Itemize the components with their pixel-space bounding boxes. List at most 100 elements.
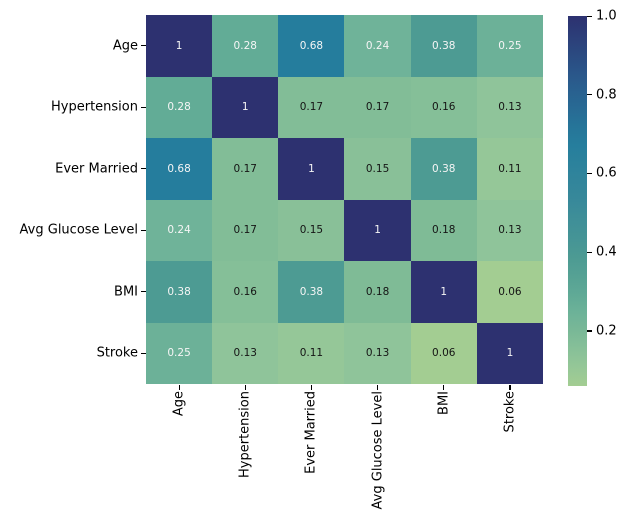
heatmap-cell: 1 (212, 76, 279, 138)
cell-value: 0.16 (233, 285, 257, 298)
heatmap-cell: 0.06 (476, 261, 543, 323)
heatmap-cell: 0.18 (410, 199, 477, 261)
heatmap-cell: 0.17 (278, 76, 345, 138)
cell-value: 0.13 (233, 347, 257, 359)
x-tick-label: Avg Glucose Level (370, 391, 386, 510)
heatmap-cell: 0.11 (476, 138, 543, 200)
heatmap-cell: 0.68 (278, 15, 345, 77)
heatmap-cell: 0.28 (146, 76, 213, 138)
x-tick-label: BMI (436, 391, 452, 415)
heatmap-cell: 0.17 (212, 199, 279, 261)
x-tick-mark (443, 385, 445, 390)
y-tick-label: Avg Glucose Level (19, 222, 138, 238)
colorbar-tick-label: 1.0 (596, 8, 617, 24)
colorbar-tick-mark (587, 251, 592, 253)
heatmap-cell: 0.25 (476, 15, 543, 77)
cell-value: 0.28 (233, 39, 257, 52)
cell-value: 1 (374, 224, 381, 236)
heatmap-cell: 0.13 (476, 199, 543, 261)
cell-value: 1 (506, 347, 514, 359)
cell-value: 0.18 (365, 285, 390, 298)
cell-value: 0.38 (432, 39, 456, 52)
heatmap-cell: 0.38 (410, 15, 477, 77)
cell-value: 0.18 (432, 224, 456, 236)
cell-value: 1 (308, 162, 315, 175)
cell-value: 0.17 (233, 224, 257, 236)
heatmap-cell: 0.24 (344, 15, 411, 77)
heatmap-grid: 1 0.28 0.68 0.24 0.38 0.25 0.28 1 0.17 0.17 0.16 0.… (146, 15, 543, 384)
heatmap-cell: 0.13 (344, 322, 411, 384)
heatmap-cell: 1 (278, 138, 345, 200)
heatmap-cell: 0.11 (278, 322, 345, 384)
cell-value: 0.68 (299, 39, 324, 52)
heatmap-cell: 1 (146, 15, 213, 77)
y-tick-mark (141, 45, 146, 47)
cell-value: 1 (175, 39, 183, 52)
y-tick-mark (141, 106, 146, 108)
heatmap-cell: 0.28 (212, 15, 279, 77)
heatmap-cell: 1 (476, 322, 543, 384)
heatmap-cell: 1 (344, 199, 411, 261)
cell-value: 0.15 (365, 162, 390, 175)
y-tick-mark (141, 229, 146, 231)
y-tick-label: Age (112, 38, 138, 54)
x-tick-mark (310, 385, 313, 390)
colorbar-tick-label: 0.6 (596, 165, 617, 181)
heatmap-cell: 0.38 (146, 261, 213, 323)
colorbar-tick-mark (587, 94, 592, 96)
cell-value: 0.13 (498, 101, 522, 113)
cell-value: 0.17 (365, 101, 390, 113)
heatmap-cell: 0.13 (476, 76, 543, 138)
cell-value: 1 (440, 285, 448, 298)
cell-value: 0.13 (498, 224, 522, 236)
colorbar-tick-label: 0.8 (596, 87, 617, 103)
cell-value: 0.25 (498, 39, 522, 52)
cell-value: 0.16 (432, 101, 456, 113)
y-tick-label: BMI (114, 284, 138, 300)
colorbar-tick-mark (587, 330, 592, 332)
cell-value: 0.68 (167, 162, 191, 175)
x-tick-label: Hypertension (237, 391, 253, 478)
heatmap-cell: 0.16 (212, 261, 279, 323)
heatmap-cell: 0.18 (344, 261, 411, 323)
heatmap-cell: 0.06 (410, 322, 477, 384)
x-tick-mark (509, 385, 511, 390)
y-tick-mark (141, 352, 146, 354)
x-tick-label: Age (171, 391, 187, 417)
heatmap-cell: 0.24 (146, 199, 213, 261)
cell-value: 0.38 (432, 162, 456, 175)
y-tick-label: Stroke (96, 345, 138, 361)
cell-value: 0.17 (233, 162, 257, 175)
colorbar-tick-mark (587, 15, 592, 17)
cell-value: 0.06 (498, 285, 522, 298)
cell-value: 0.38 (167, 285, 191, 298)
colorbar-gradient (568, 16, 587, 386)
x-tick-mark (377, 385, 379, 390)
y-tick-label: Ever Married (55, 161, 138, 177)
heatmap-cell: 0.15 (278, 199, 345, 261)
y-tick-mark (141, 291, 146, 293)
heatmap-cell: 0.68 (146, 138, 213, 200)
cell-value: 0.24 (167, 224, 191, 236)
x-tick-label: Stroke (502, 391, 518, 433)
colorbar-tick-mark (587, 172, 592, 175)
x-tick-mark (244, 385, 246, 390)
x-tick-mark (178, 385, 180, 390)
cell-value: 0.17 (299, 101, 324, 113)
cell-value: 0.13 (365, 347, 390, 359)
heatmap-cell: 1 (410, 261, 477, 323)
cell-value: 0.24 (365, 39, 390, 52)
heatmap-cell: 0.16 (410, 76, 477, 138)
heatmap-cell: 0.15 (344, 138, 411, 200)
cell-value: 1 (241, 101, 249, 113)
x-tick-label: Ever Married (303, 391, 319, 474)
colorbar-tick-label: 0.2 (596, 323, 617, 339)
colorbar-tick-label: 0.4 (596, 244, 617, 260)
cell-value: 0.11 (299, 347, 324, 359)
heatmap-cell: 0.38 (410, 138, 477, 200)
cell-value: 0.11 (498, 162, 522, 175)
cell-value: 0.28 (167, 101, 191, 113)
heatmap-cell: 0.25 (146, 322, 213, 384)
heatmap-cell: 0.38 (278, 261, 345, 323)
